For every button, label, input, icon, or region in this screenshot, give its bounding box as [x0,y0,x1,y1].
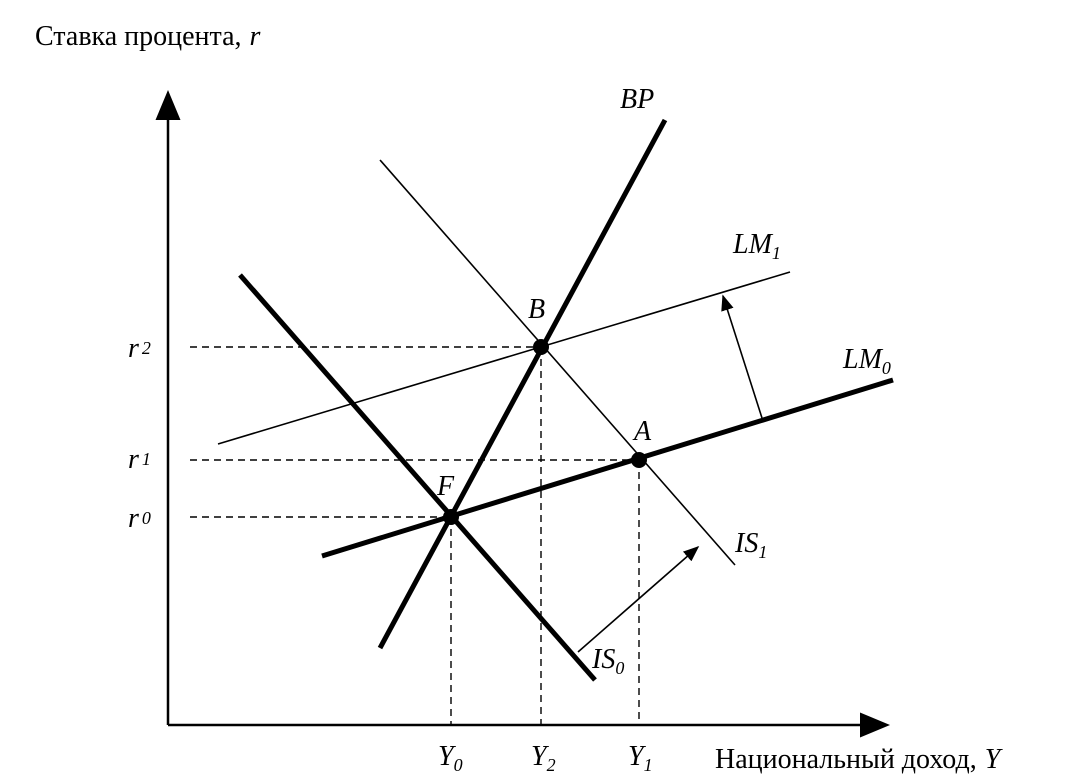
curve-label: IS1 [734,528,767,562]
curve-label: LM1 [732,229,781,263]
curve-label: BP [620,84,654,115]
point-label: B [528,294,545,325]
label-text: r [128,444,139,475]
label-sub: 2 [547,755,556,775]
label-sub: 1 [758,542,767,562]
label-var: Y [985,744,1004,775]
label-text: IS [591,644,615,675]
label-text: BP [620,84,654,115]
label-sub: 0 [615,658,624,678]
label-text: LM [842,344,884,375]
point-f [443,509,459,525]
y-tick-label: Y1 [628,741,653,775]
label-text: Ставка процента, [35,21,242,52]
label-sub: 1 [142,449,151,469]
label-text: r [128,503,139,534]
point-label: A [632,416,652,447]
bp-curve [377,118,668,650]
is-shift-arrow [577,545,700,653]
label-text: r [128,333,139,364]
label-text: LM [732,229,774,260]
label-text: IS [734,528,758,559]
label-sub: 1 [772,243,781,263]
label-text: Y [531,741,550,772]
y-axis-label: Ставка процента, r [35,21,261,52]
point-a [631,452,647,468]
label-sub: 2 [142,338,151,358]
is1-curve [379,159,736,566]
lm0-curve [321,377,894,559]
label-sub: 1 [644,755,653,775]
y-tick-label: Y2 [531,741,556,775]
point-b [533,339,549,355]
label-var: r [250,21,261,52]
point-label: F [436,471,455,502]
lm-shift-arrow [721,294,763,419]
x-axis-label: Национальный доход, Y [715,744,1004,775]
curve-label: IS0 [591,644,624,678]
label-text: Национальный доход, [715,744,977,775]
y-tick-label: Y0 [438,741,463,775]
lm1-curve [217,271,791,445]
is0-curve [238,273,597,682]
curve-label: LM0 [842,344,891,378]
label-sub: 0 [882,358,891,378]
label-sub: 0 [454,755,463,775]
label-text: Y [628,741,647,772]
label-text: Y [438,741,457,772]
label-sub: 0 [142,508,151,528]
